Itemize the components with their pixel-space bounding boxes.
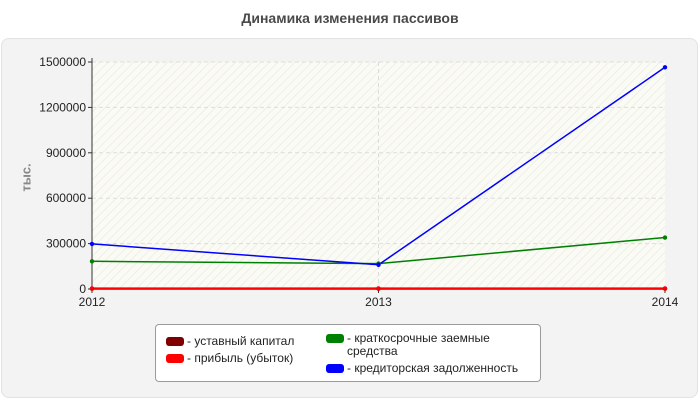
- data-point: [89, 241, 95, 247]
- data-point: [662, 65, 668, 70]
- legend-label: - уставный капитал: [187, 334, 295, 348]
- legend-swatch: [166, 337, 184, 346]
- x-tick-label: 2013: [365, 295, 392, 309]
- y-tick-label: 0: [79, 282, 86, 296]
- data-point: [662, 235, 668, 240]
- legend-swatch: [326, 334, 344, 343]
- y-tick-label: 300000: [46, 237, 86, 251]
- data-point: [89, 259, 95, 264]
- legend-swatch: [326, 364, 344, 373]
- y-tick-label: 600000: [46, 191, 86, 205]
- legend-label: - кредиторская задолженность: [347, 361, 519, 375]
- x-tick-label: 2014: [652, 295, 679, 309]
- legend: - уставный капитал - прибыль (убыток) - …: [155, 324, 541, 382]
- y-tick-label: 900000: [46, 146, 86, 160]
- x-tick-label: 2012: [79, 295, 106, 309]
- legend-swatch: [166, 354, 184, 363]
- legend-item-kreditorskaya[interactable]: - кредиторская задолженность: [326, 362, 518, 375]
- chart-title: Динамика изменения пассивов: [241, 10, 459, 26]
- data-point: [662, 286, 668, 291]
- y-axis-label: тыс.: [18, 163, 34, 192]
- data-point: [376, 286, 381, 291]
- y-tick-label: 1500000: [39, 55, 86, 69]
- y-tick-label: 1200000: [39, 100, 86, 114]
- data-point: [89, 286, 95, 291]
- legend-item-kratkosrochnye[interactable]: - краткосрочные заемные средства: [326, 332, 526, 358]
- legend-label: - прибыль (убыток): [187, 351, 294, 365]
- legend-item-ustavnyi-kapital[interactable]: - уставный капитал: [166, 335, 294, 348]
- legend-label: - краткосрочные заемные средства: [347, 331, 490, 358]
- legend-item-pribyl[interactable]: - прибыль (убыток): [166, 352, 293, 365]
- data-point: [376, 262, 381, 267]
